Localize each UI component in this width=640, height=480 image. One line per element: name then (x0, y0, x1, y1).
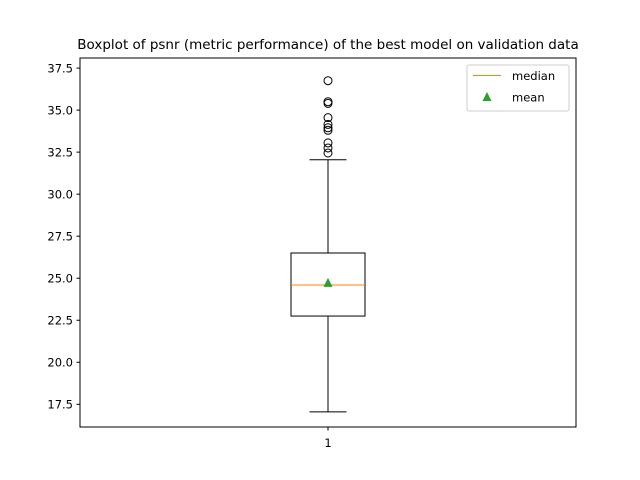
y-tick-label: 30.0 (47, 187, 73, 201)
y-tick-label: 37.5 (47, 61, 73, 75)
outlier-point (323, 148, 333, 158)
y-tick-label: 25.0 (47, 271, 73, 285)
outlier-point (323, 97, 333, 107)
outlier-point (323, 143, 333, 153)
y-tick-label: 32.5 (47, 145, 73, 159)
y-tick-label: 20.0 (47, 355, 73, 369)
legend: median mean (466, 64, 570, 112)
outlier-point (323, 125, 333, 135)
x-tick-label: 1 (324, 436, 331, 450)
box-plot (290, 76, 366, 413)
x-axis: 1 (324, 427, 332, 450)
y-tick-label: 27.5 (47, 229, 73, 243)
outlier-point (323, 119, 333, 129)
legend-median-label: median (512, 69, 555, 83)
mean-marker (323, 277, 333, 287)
legend-frame (466, 64, 570, 112)
legend-mean-swatch (482, 92, 492, 101)
y-axis: 17.5 20.0 22.5 25.0 27.5 30.0 32.5 35.0 37.5 (47, 61, 80, 412)
chart-title: Boxplot of psnr (metric performance) of … (77, 37, 578, 53)
outlier-point (323, 138, 333, 148)
outlier-point (323, 123, 333, 133)
y-tick-label: 22.5 (47, 313, 73, 327)
outlier-point (323, 76, 333, 86)
outlier-point (323, 113, 333, 123)
y-tick-label: 35.0 (47, 103, 73, 117)
y-tick-label: 17.5 (47, 398, 73, 412)
legend-mean-label: mean (512, 91, 545, 105)
